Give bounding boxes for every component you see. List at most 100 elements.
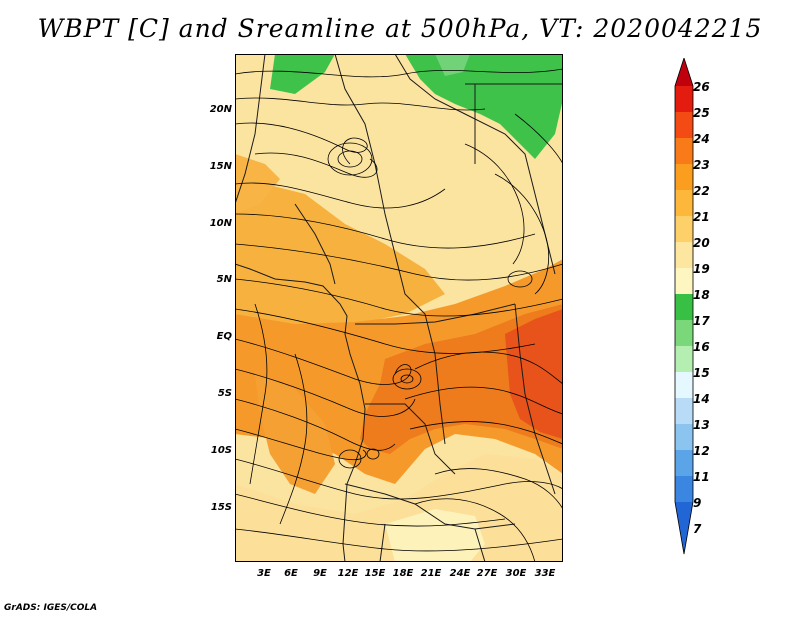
colorbar-label: 18: [693, 288, 710, 302]
colorbar-label: 9: [693, 496, 702, 510]
streamline: [235, 398, 396, 451]
lon-label: 18E: [392, 568, 414, 579]
vortex-north: [327, 142, 373, 176]
colorbar-label: 11: [693, 470, 710, 484]
colorbar-bin: [675, 320, 693, 346]
streamline: [235, 213, 536, 249]
lon-label: 6E: [284, 568, 298, 579]
border-a: [235, 54, 266, 205]
border-b: [334, 54, 446, 445]
streamline: [235, 122, 368, 165]
field-orange-west: [235, 184, 445, 329]
streamline: [235, 428, 367, 461]
colorbar-bin: [675, 190, 693, 216]
vortices: [327, 142, 533, 469]
streamline: [249, 303, 268, 485]
colorbar: [674, 58, 694, 555]
colorbar-label: 22: [693, 184, 710, 198]
lat-label: EQ: [216, 331, 232, 342]
streamline: [279, 353, 308, 525]
colorbar-label: 14: [693, 392, 710, 406]
streamline: [235, 97, 486, 111]
colorbar-label: 17: [693, 314, 710, 328]
border-g: [365, 403, 456, 475]
field-lightyellow-south: [385, 509, 485, 562]
lat-label: 5N: [216, 274, 232, 285]
streamline: [514, 113, 563, 165]
streamline: [235, 493, 506, 527]
map-svg: [235, 54, 563, 562]
colorbar-bin: [675, 164, 693, 190]
colorbar-label: 19: [693, 262, 710, 276]
field-orange-sw: [255, 374, 335, 494]
colorbar-bin: [675, 294, 693, 320]
streamline: [414, 351, 563, 385]
streamline: [414, 498, 536, 562]
colorbar-bin: [675, 450, 693, 476]
streamline: [235, 338, 412, 385]
lon-label: 24E: [449, 568, 471, 579]
lat-label: 5S: [217, 388, 232, 399]
map-plot: [235, 54, 563, 562]
streamline: [404, 386, 563, 415]
boundaries: [235, 54, 563, 562]
colorbar-bin: [675, 476, 693, 502]
map-title: WBPT [C] and Sreamline at 500hPa, VT: 20…: [37, 14, 763, 43]
lon-label: 27E: [476, 568, 498, 579]
colorbar-label: 20: [693, 236, 710, 250]
colorbar-arrow-bottom: [675, 502, 693, 554]
field-red-east: [505, 309, 563, 439]
coastline: [235, 263, 366, 562]
lat-label: 10S: [210, 445, 232, 456]
colorbar-label: 7: [693, 522, 702, 536]
streamline: [235, 243, 563, 281]
colorbar-label: 12: [693, 444, 710, 458]
lon-label: 9E: [313, 568, 327, 579]
streamline: [235, 278, 563, 317]
colorbar-bin: [675, 268, 693, 294]
colorbar-label: 26: [693, 80, 710, 94]
vortex-southwest: [338, 449, 362, 469]
colorbar-bin: [675, 424, 693, 450]
border-c: [394, 54, 556, 275]
streamline: [235, 68, 563, 78]
vortex-east: [507, 270, 533, 288]
field-green-northeast: [405, 54, 563, 159]
colorbar-label: 13: [693, 418, 710, 432]
streamline: [254, 152, 378, 178]
colorbar-bin: [675, 86, 693, 112]
border-f: [355, 303, 516, 325]
colorbar-bin: [675, 112, 693, 138]
lon-label: 33E: [534, 568, 556, 579]
field-green-north: [270, 54, 335, 94]
lat-label: 15S: [210, 502, 232, 513]
border-k: [379, 523, 386, 562]
colorbar-label: 24: [693, 132, 710, 146]
streamline: [235, 182, 446, 209]
border-j: [294, 203, 336, 285]
lon-label: 30E: [505, 568, 527, 579]
border-i: [514, 303, 556, 495]
colorbar-label: 15: [693, 366, 710, 380]
streamline: [235, 458, 563, 500]
colorbar-label: 23: [693, 158, 710, 172]
colorbar-bin: [675, 398, 693, 424]
colorbar-bin: [675, 216, 693, 242]
colorbar-label: 16: [693, 340, 710, 354]
border-l: [474, 528, 486, 562]
colorbar-bin: [675, 242, 693, 268]
credit-text: GrADS: IGES/COLA: [4, 603, 98, 613]
vortex-central: [392, 368, 422, 390]
colorbar-arrow-top: [675, 58, 693, 86]
colorbar-label: 25: [693, 106, 710, 120]
lon-label: 21E: [420, 568, 442, 579]
colorbar-bin: [675, 346, 693, 372]
streamline: [434, 468, 563, 510]
lon-label: 12E: [337, 568, 359, 579]
lon-label: 3E: [257, 568, 271, 579]
vortex-central: [400, 374, 414, 384]
colorbar-label: 21: [693, 210, 710, 224]
streamline: [235, 528, 563, 552]
colorbar-bin: [675, 138, 693, 164]
lat-label: 10N: [209, 218, 232, 229]
